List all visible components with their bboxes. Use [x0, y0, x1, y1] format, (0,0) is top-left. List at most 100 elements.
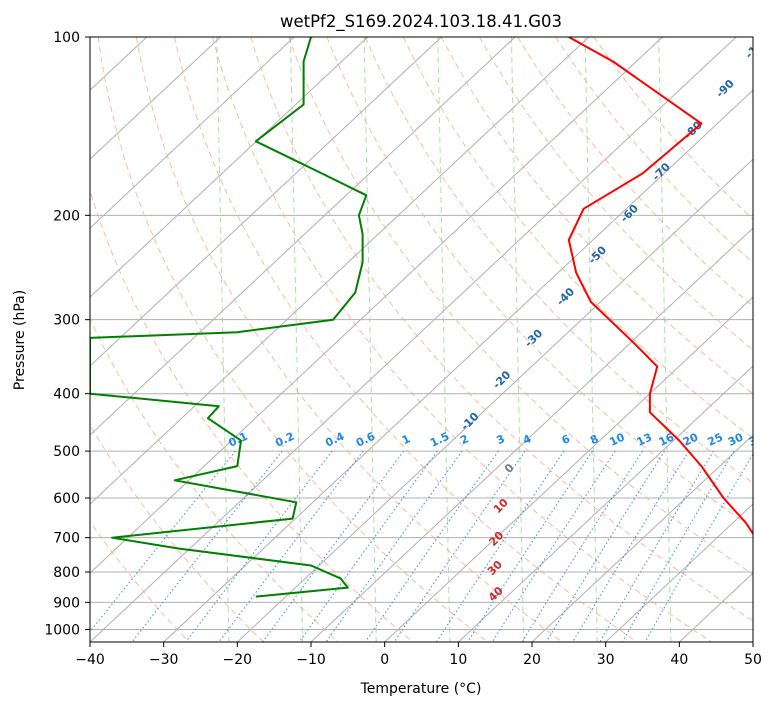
- mixing-ratio-line: [262, 450, 405, 642]
- y-tick-label: 400: [53, 387, 80, 403]
- isotherm-line: [605, 503, 753, 642]
- dry-adiabat-label: -40: [554, 285, 577, 308]
- mixing-ratio-label: 10: [607, 430, 627, 448]
- moist-adiabat-line: [216, 37, 230, 642]
- isotherm-line: [90, 37, 590, 505]
- mixing-ratio-line: [545, 450, 666, 642]
- y-tick-label: 900: [53, 595, 80, 611]
- plot-frame: [89, 36, 754, 643]
- mixing-ratio-line: [599, 450, 714, 642]
- x-tick-label: 40: [670, 652, 688, 668]
- y-tick-label: 300: [53, 313, 80, 329]
- x-tick-label: −10: [296, 652, 326, 668]
- y-tick-label: 100: [53, 30, 80, 46]
- profile-series: [90, 37, 753, 598]
- isotherm-line: [236, 158, 753, 642]
- dry-adiabat-label: -20: [490, 368, 513, 391]
- background-lines: 0.1 0.2 0.4 0.6 1 1.5 2 3 4 6 8 10 13 16 20 25 30 36-100-…: [0, 32, 772, 642]
- x-axis-label: Temperature (°C): [360, 681, 482, 697]
- moist-adiabat-line: [510, 37, 525, 642]
- x-tick-label: −30: [149, 652, 179, 668]
- dry-adiabat-line: [479, 37, 753, 351]
- mixing-ratio-label: 4: [521, 432, 534, 447]
- isotherm-line: [457, 365, 753, 642]
- dry-adiabat-line: [364, 37, 753, 484]
- mixing-ratio-label: 8: [588, 432, 600, 447]
- dry-adiabat-line: [593, 37, 753, 220]
- dry-adiabat-line: [90, 188, 414, 642]
- x-tick-label: 20: [523, 652, 541, 668]
- dry-adiabat-line: [326, 37, 753, 529]
- dry-adiabat-line: [90, 424, 264, 642]
- moist-adiabat-label: 20: [486, 529, 506, 549]
- isotherm-line: [90, 37, 516, 436]
- x-tick-label: 10: [449, 652, 467, 668]
- dry-adiabat-label: -10: [458, 410, 481, 433]
- mixing-ratio-label: 30: [726, 430, 746, 448]
- mixing-ratio-label: 16: [657, 430, 677, 448]
- dry-adiabat-label: -30: [522, 326, 545, 349]
- isotherm-line: [384, 296, 753, 642]
- isotherm-line: [310, 227, 753, 642]
- x-tick-label: −40: [75, 652, 105, 668]
- y-tick-label: 200: [53, 208, 80, 224]
- dry-adiabat-line: [555, 37, 753, 264]
- dry-adiabat-line: [97, 37, 488, 642]
- mixing-ratio-line: [491, 450, 616, 642]
- mixing-ratio-label: 25: [706, 431, 725, 449]
- mixing-ratio-line: [298, 450, 438, 642]
- mixing-ratio-line: [621, 450, 735, 642]
- x-tick-label: 30: [597, 652, 615, 668]
- moist-adiabat-line: [584, 37, 598, 642]
- isotherm-line: [163, 89, 753, 642]
- dewpoint-profile-line: [90, 37, 368, 598]
- mixing-ratio-line: [521, 450, 643, 642]
- temperature-profile-line: [567, 37, 753, 536]
- mixing-ratio-line: [185, 450, 333, 642]
- dry-adiabat-label: -90: [713, 77, 736, 100]
- dry-adiabat-line: [212, 37, 712, 642]
- moist-adiabat-line: [658, 37, 672, 642]
- y-tick-label: 500: [53, 444, 80, 460]
- mixing-ratio-label: 1.5: [428, 430, 451, 450]
- moist-adiabat-label: 10: [491, 496, 511, 516]
- y-tick-label: 700: [53, 531, 80, 547]
- moist-adiabat-label: 30: [485, 558, 505, 578]
- dry-adiabat-line: [90, 317, 339, 642]
- moist-adiabat-line: [363, 37, 377, 642]
- isotherm-line: [90, 37, 295, 229]
- dry-adiabat-label: -60: [618, 202, 641, 225]
- mixing-ratio-line: [90, 450, 236, 633]
- dry-adiabat-label: -50: [586, 243, 609, 266]
- mixing-ratio-line: [644, 453, 753, 642]
- dry-adiabat-line: [288, 37, 753, 575]
- x-tick-label: −20: [223, 652, 253, 668]
- mixing-ratio-label: 36: [747, 430, 767, 448]
- isotherm-line: [531, 434, 753, 642]
- isotherm-line: [90, 37, 737, 642]
- y-tick-label: 1000: [44, 622, 80, 638]
- dry-adiabat-line: [135, 37, 563, 642]
- mixing-ratio-line: [393, 450, 526, 642]
- dry-adiabat-line: [90, 520, 190, 642]
- mixing-ratio-label: 3: [494, 432, 506, 447]
- y-tick-label: 800: [53, 565, 80, 581]
- moist-adiabat-label: 40: [486, 584, 506, 604]
- dry-adiabat-line: [517, 37, 753, 307]
- mixing-ratio-label: 2: [458, 432, 470, 447]
- mixing-ratio-line: [435, 450, 565, 642]
- chart-title: wetPf2_S169.2024.103.18.41.G03: [280, 12, 562, 32]
- isotherm-line: [90, 37, 221, 160]
- isotherm-line: [0, 37, 73, 642]
- isotherm-line: [90, 37, 369, 298]
- y-axis-label: Pressure (hPa): [12, 290, 28, 390]
- dry-adiabat-label: -100: [743, 32, 772, 61]
- mixing-ratio-line: [572, 450, 690, 642]
- isotherm-line: [90, 37, 663, 574]
- mixing-ratio-label: 0.2: [273, 430, 296, 450]
- moist-adiabat-label: 0: [502, 461, 517, 476]
- dry-adiabat-line: [440, 37, 753, 395]
- dry-adiabat-line: [402, 37, 753, 439]
- axes: −40 −30 −20 −10 0 10 20 30 40 5010020030040050060…: [44, 30, 762, 668]
